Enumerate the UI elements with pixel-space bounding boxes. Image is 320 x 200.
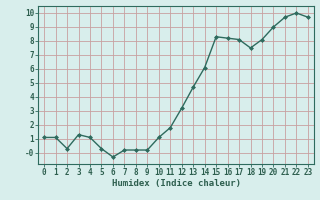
X-axis label: Humidex (Indice chaleur): Humidex (Indice chaleur) — [111, 179, 241, 188]
